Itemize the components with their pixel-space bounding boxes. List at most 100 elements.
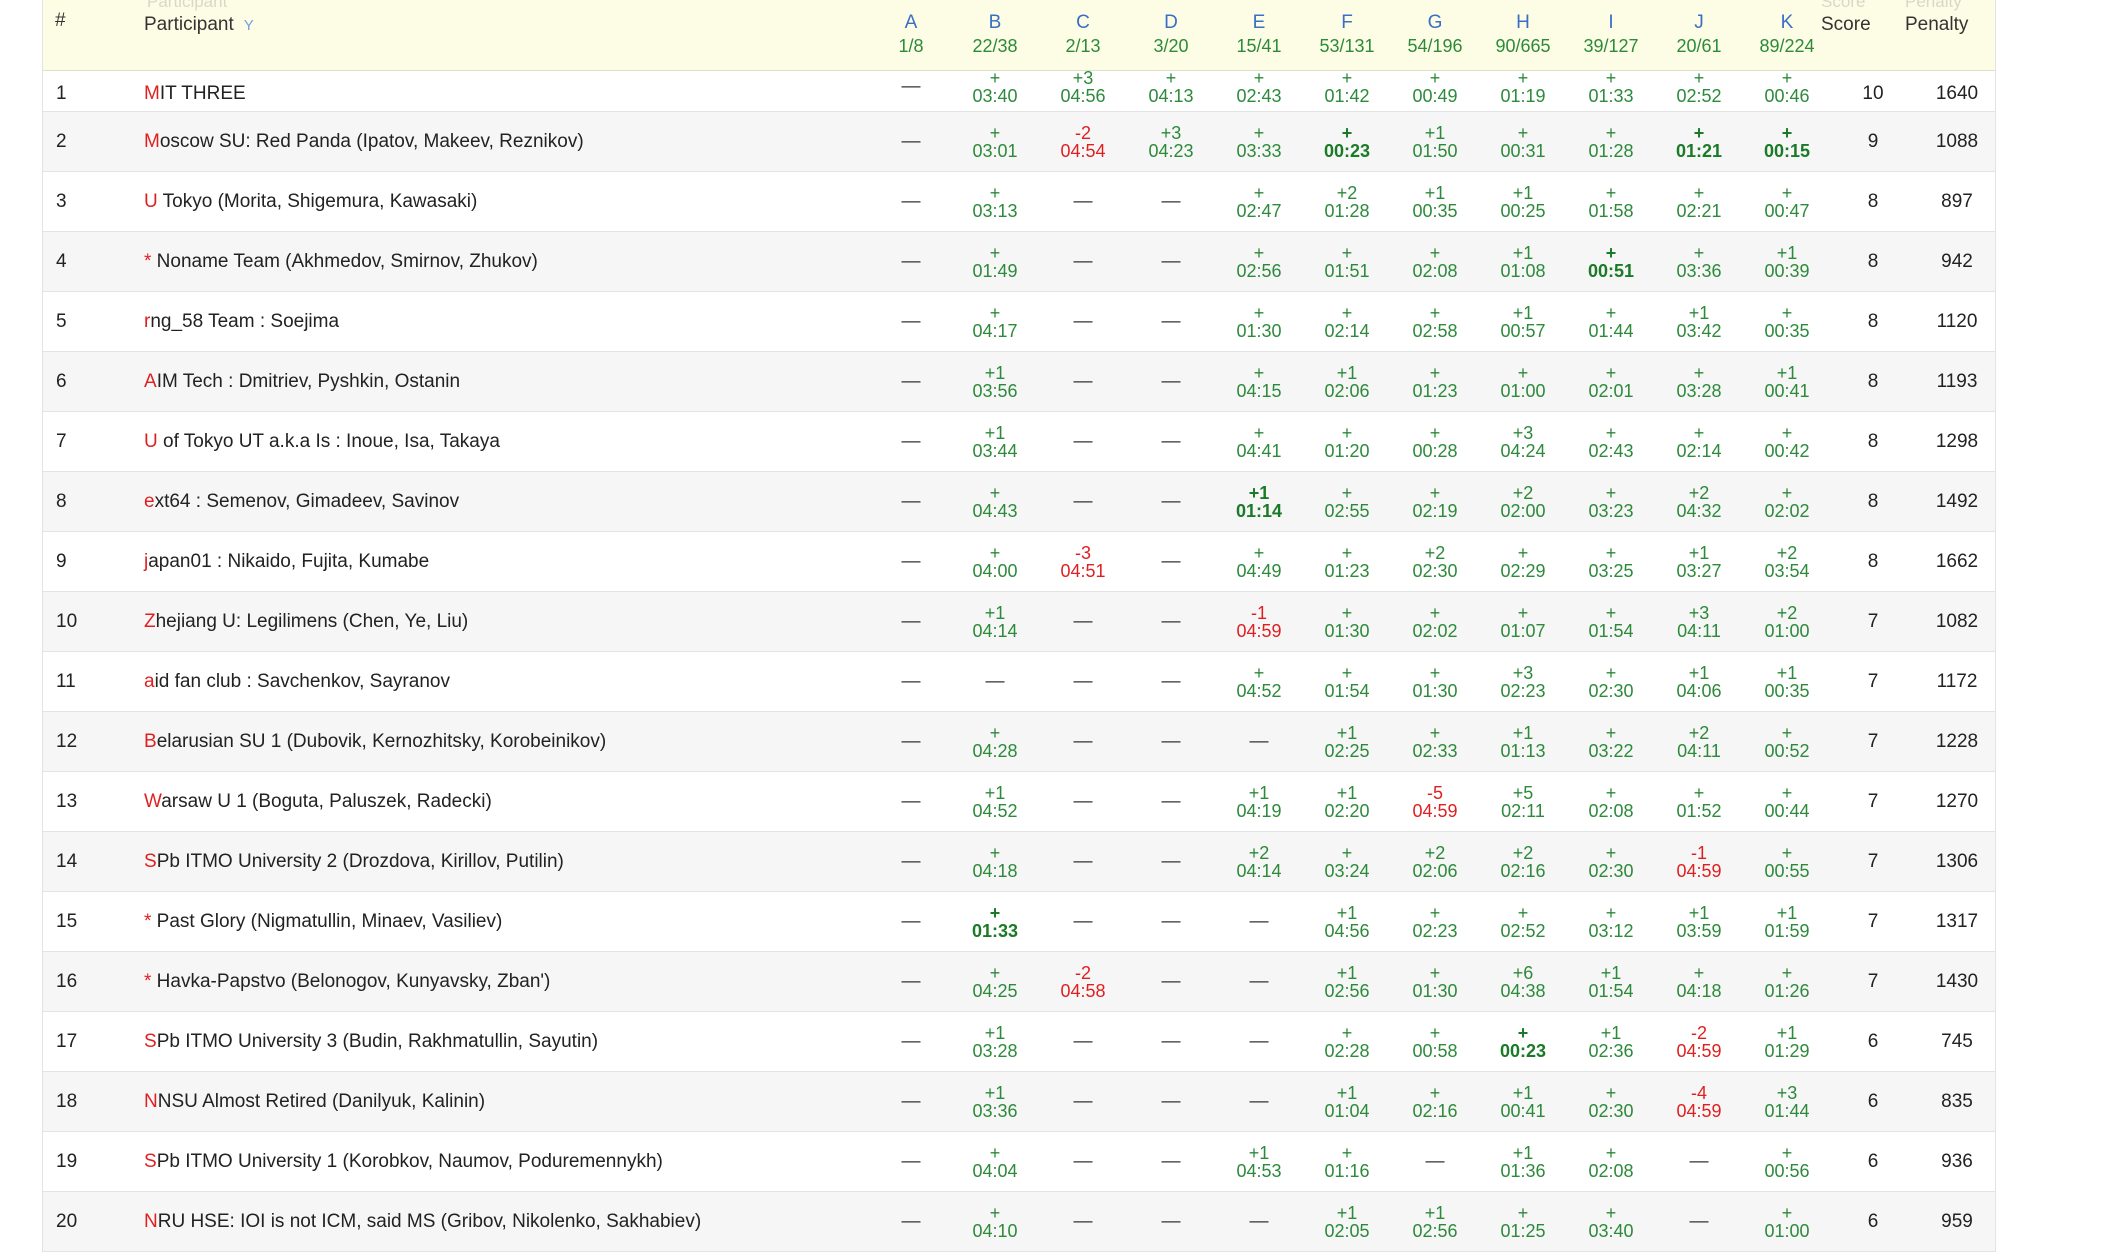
result-cell-c[interactable]: — <box>1073 610 1093 632</box>
result-cell-b[interactable]: +1 04:52 <box>950 784 1040 820</box>
result-cell-b[interactable]: +03:01 <box>950 124 1040 160</box>
problem-header-i[interactable]: I 39/127 <box>1566 0 1656 58</box>
result-cell-f[interactable]: +01:23 <box>1302 544 1392 580</box>
result-cell-e[interactable]: — <box>1249 970 1269 992</box>
result-cell-b[interactable]: +04:10 <box>950 1204 1040 1240</box>
result-cell-i[interactable]: +01:54 <box>1566 604 1656 640</box>
team-name[interactable]: aid fan club : Savchenkov, Sayranov <box>144 671 450 693</box>
result-cell-k[interactable]: +1 00:41 <box>1742 364 1832 400</box>
result-cell-h[interactable]: +3 02:23 <box>1478 664 1568 700</box>
result-cell-i[interactable]: +02:30 <box>1566 1084 1656 1120</box>
team-name[interactable]: AIM Tech : Dmitriev, Pyshkin, Ostanin <box>144 371 460 393</box>
result-cell-h[interactable]: +1 00:25 <box>1478 184 1568 220</box>
result-cell-k[interactable]: +00:42 <box>1742 424 1832 460</box>
result-cell-k[interactable]: +3 01:44 <box>1742 1084 1832 1120</box>
result-cell-h[interactable]: +3 04:24 <box>1478 424 1568 460</box>
result-cell-h[interactable]: +2 02:16 <box>1478 844 1568 880</box>
result-cell-i[interactable]: +01:28 <box>1566 124 1656 160</box>
result-cell-b[interactable]: +1 03:36 <box>950 1084 1040 1120</box>
team-name[interactable]: ext64 : Semenov, Gimadeev, Savinov <box>144 491 459 513</box>
result-cell-i[interactable]: +00:51 <box>1566 244 1656 280</box>
result-cell-e[interactable]: +01:30 <box>1214 304 1304 340</box>
result-cell-k[interactable]: +1 00:35 <box>1742 664 1832 700</box>
result-cell-b[interactable]: +03:13 <box>950 184 1040 220</box>
result-cell-b[interactable]: +01:33 <box>950 904 1040 940</box>
problem-header-a[interactable]: A 1/8 <box>866 0 956 58</box>
result-cell-d[interactable]: +04:13 <box>1126 69 1216 105</box>
result-cell-c[interactable]: — <box>1073 850 1093 872</box>
team-name[interactable]: Moscow SU: Red Panda (Ipatov, Makeev, Re… <box>144 131 584 153</box>
result-cell-h[interactable]: +1 01:36 <box>1478 1144 1568 1180</box>
result-cell-e[interactable]: +1 01:14 <box>1214 484 1304 520</box>
result-cell-k[interactable]: +00:55 <box>1742 844 1832 880</box>
result-cell-d[interactable]: +3 04:23 <box>1126 124 1216 160</box>
result-cell-h[interactable]: +01:00 <box>1478 364 1568 400</box>
team-name[interactable]: Warsaw U 1 (Boguta, Paluszek, Radecki) <box>144 791 492 813</box>
problem-header-h[interactable]: H 90/665 <box>1478 0 1568 58</box>
result-cell-j[interactable]: +01:52 <box>1654 784 1744 820</box>
result-cell-a[interactable]: — <box>901 1090 921 1112</box>
result-cell-e[interactable]: — <box>1249 910 1269 932</box>
result-cell-f[interactable]: +01:20 <box>1302 424 1392 460</box>
result-cell-b[interactable]: +04:25 <box>950 964 1040 1000</box>
result-cell-d[interactable]: — <box>1161 1030 1181 1052</box>
result-cell-f[interactable]: +01:30 <box>1302 604 1392 640</box>
result-cell-i[interactable]: +1 01:54 <box>1566 964 1656 1000</box>
result-cell-j[interactable]: +1 04:06 <box>1654 664 1744 700</box>
result-cell-a[interactable]: — <box>901 370 921 392</box>
result-cell-j[interactable]: +03:36 <box>1654 244 1744 280</box>
team-name[interactable]: * Past Glory (Nigmatullin, Minaev, Vasil… <box>144 911 502 933</box>
result-cell-j[interactable]: +1 03:27 <box>1654 544 1744 580</box>
result-cell-h[interactable]: +01:25 <box>1478 1204 1568 1240</box>
result-cell-e[interactable]: +1 04:53 <box>1214 1144 1304 1180</box>
result-cell-a[interactable]: — <box>901 310 921 332</box>
result-cell-j[interactable]: +2 04:11 <box>1654 724 1744 760</box>
result-cell-b[interactable]: +01:49 <box>950 244 1040 280</box>
result-cell-d[interactable]: — <box>1161 610 1181 632</box>
result-cell-j[interactable]: — <box>1689 1210 1709 1232</box>
result-cell-b[interactable]: +03:40 <box>950 69 1040 105</box>
result-cell-d[interactable]: — <box>1161 850 1181 872</box>
result-cell-b[interactable]: +04:43 <box>950 484 1040 520</box>
result-cell-a[interactable]: — <box>901 1210 921 1232</box>
participant-header[interactable]: Participant Y <box>144 14 254 36</box>
problem-letter[interactable]: I <box>1608 12 1614 33</box>
result-cell-k[interactable]: +00:15 <box>1742 124 1832 160</box>
result-cell-e[interactable]: — <box>1249 1030 1269 1052</box>
result-cell-a[interactable]: — <box>901 1150 921 1172</box>
result-cell-e[interactable]: +04:41 <box>1214 424 1304 460</box>
result-cell-f[interactable]: +00:23 <box>1302 124 1392 160</box>
result-cell-c[interactable]: — <box>1073 730 1093 752</box>
result-cell-e[interactable]: +04:52 <box>1214 664 1304 700</box>
result-cell-c[interactable]: — <box>1073 250 1093 272</box>
result-cell-g[interactable]: +1 00:35 <box>1390 184 1480 220</box>
result-cell-k[interactable]: +01:26 <box>1742 964 1832 1000</box>
result-cell-g[interactable]: +2 02:06 <box>1390 844 1480 880</box>
result-cell-k[interactable]: +00:46 <box>1742 69 1832 105</box>
result-cell-c[interactable]: -2 04:58 <box>1038 964 1128 1000</box>
result-cell-d[interactable]: — <box>1161 1090 1181 1112</box>
result-cell-a[interactable]: — <box>901 130 921 152</box>
result-cell-b[interactable]: +04:04 <box>950 1144 1040 1180</box>
result-cell-d[interactable]: — <box>1161 670 1181 692</box>
result-cell-c[interactable]: — <box>1073 1150 1093 1172</box>
result-cell-a[interactable]: — <box>901 1030 921 1052</box>
result-cell-f[interactable]: +1 02:05 <box>1302 1204 1392 1240</box>
result-cell-k[interactable]: +2 01:00 <box>1742 604 1832 640</box>
result-cell-e[interactable]: +04:49 <box>1214 544 1304 580</box>
result-cell-h[interactable]: +6 04:38 <box>1478 964 1568 1000</box>
result-cell-b[interactable]: — <box>985 670 1005 692</box>
team-name[interactable]: NNSU Almost Retired (Danilyuk, Kalinin) <box>144 1091 485 1113</box>
problem-letter[interactable]: C <box>1076 12 1090 33</box>
result-cell-d[interactable]: — <box>1161 370 1181 392</box>
result-cell-k[interactable]: +1 00:39 <box>1742 244 1832 280</box>
result-cell-a[interactable]: — <box>901 850 921 872</box>
team-name[interactable]: U of Tokyo UT a.k.a Is : Inoue, Isa, Tak… <box>144 431 500 453</box>
result-cell-c[interactable]: — <box>1073 1030 1093 1052</box>
result-cell-c[interactable]: -3 04:51 <box>1038 544 1128 580</box>
result-cell-j[interactable]: -4 04:59 <box>1654 1084 1744 1120</box>
problem-letter[interactable]: D <box>1164 12 1178 33</box>
result-cell-d[interactable]: — <box>1161 550 1181 572</box>
result-cell-f[interactable]: +02:14 <box>1302 304 1392 340</box>
result-cell-a[interactable]: — <box>901 910 921 932</box>
